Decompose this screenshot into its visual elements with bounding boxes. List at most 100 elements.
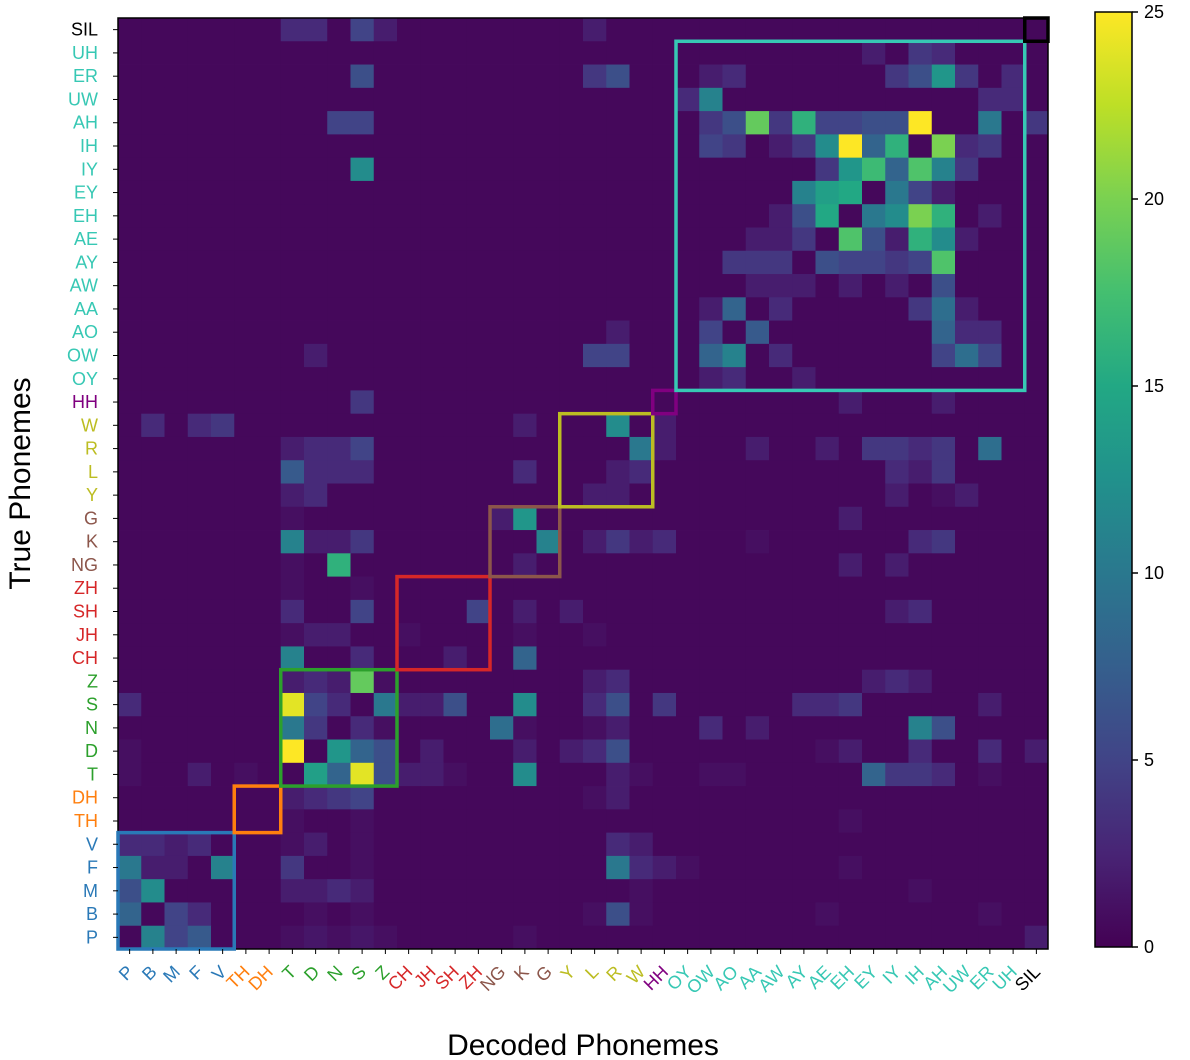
heatmap-cell-sil-sh: [443, 18, 468, 42]
heatmap-cell-jh-ey: [862, 623, 886, 647]
heatmap-cell-z-ng: [490, 669, 514, 694]
heatmap-cell-uw-dh: [257, 87, 282, 112]
heatmap-cell-ao-z: [373, 320, 398, 345]
heatmap-cell-g-th: [234, 506, 258, 531]
y-tick-label-zh: ZH: [74, 578, 98, 598]
heatmap-cell-ae-v: [211, 227, 235, 252]
heatmap-cell-r-m: [164, 436, 189, 461]
heatmap-cell-uw-w: [629, 87, 654, 112]
heatmap-cell-t-d: [304, 762, 328, 787]
heatmap-cell-th-r: [606, 809, 630, 834]
heatmap-cell-ao-ay: [792, 320, 816, 345]
heatmap-cell-d-aw: [769, 739, 793, 764]
heatmap-cell-ay-dh: [257, 250, 282, 275]
group-box-oy: [674, 39, 1027, 393]
heatmap-cell-b-y: [559, 902, 584, 927]
heatmap-cell-ow-f: [187, 343, 212, 368]
heatmap-cell-ih-k: [513, 134, 537, 159]
heatmap-cell-y-sh: [443, 483, 468, 508]
heatmap-cell-ih-sil: [1024, 134, 1049, 159]
heatmap-cell-m-ae: [815, 879, 840, 903]
heatmap-cell-g-ah: [931, 506, 956, 531]
heatmap-cell-b-g: [536, 902, 561, 927]
heatmap-cell-k-oy: [676, 530, 700, 554]
heatmap-cell-aa-p: [118, 297, 142, 321]
heatmap-cell-ow-hh: [652, 343, 677, 368]
heatmap-cell-g-zh: [466, 506, 491, 531]
heatmap-cell-ao-uw: [955, 320, 979, 345]
heatmap-cell-m-ah: [931, 879, 956, 903]
heatmap-cell-w-ao: [722, 413, 747, 438]
group-boxes: [116, 16, 1050, 951]
heatmap-cell-z-v: [211, 669, 235, 694]
heatmap-cell-sh-ae: [815, 599, 840, 624]
heatmap-cell-aa-uh: [1001, 297, 1026, 321]
heatmap-cell-aw-ng: [490, 274, 514, 298]
heatmap-cell-d-jh: [420, 739, 444, 764]
heatmap-cell-ay-uh: [1001, 250, 1026, 275]
heatmap-cell-sh-ay: [792, 599, 816, 624]
heatmap-cell-v-ay: [792, 832, 816, 857]
heatmap-cell-iy-t: [280, 157, 305, 182]
heatmap-cell-oy-p: [118, 367, 142, 391]
heatmap-cell-aw-r: [606, 274, 630, 298]
heatmap-cell-ey-ih: [908, 180, 933, 205]
heatmap-cell-er-sil: [1024, 64, 1049, 89]
heatmap-cell-iy-b: [141, 157, 165, 182]
heatmap-cell-aa-aw: [769, 297, 793, 321]
heatmap-cell-dh-g: [536, 786, 561, 810]
heatmap-cell-r-b: [141, 436, 165, 461]
heatmap-cell-z-ae: [815, 669, 840, 694]
heatmap-cell-ch-ae: [815, 646, 840, 671]
heatmap-cell-s-th: [234, 692, 258, 717]
heatmap-cell-aw-eh: [838, 274, 863, 298]
heatmap-cell-g-ch: [397, 506, 421, 531]
heatmap-cell-aa-aa: [745, 297, 770, 321]
heatmap-cell-w-v: [211, 413, 235, 438]
heatmap-cell-v-zh: [466, 832, 491, 857]
heatmap-cell-ey-l: [583, 180, 607, 205]
heatmap-cell-eh-ey: [862, 204, 886, 228]
heatmap-cell-ae-n: [327, 227, 351, 252]
heatmap-cell-s-g: [536, 692, 561, 717]
heatmap-cell-n-uw: [955, 716, 979, 740]
heatmap-cell-hh-f: [187, 390, 212, 415]
heatmap-cell-th-n: [327, 809, 351, 834]
heatmap-cell-b-d: [304, 902, 328, 927]
heatmap-cell-d-ay: [792, 739, 816, 764]
heatmap-cell-sil-n: [327, 18, 351, 42]
heatmap-cell-uw-ng: [490, 87, 514, 112]
heatmap-cell-l-v: [211, 460, 235, 484]
heatmap-cell-f-eh: [838, 855, 863, 880]
heatmap-cell-zh-s: [350, 576, 375, 601]
heatmap-cell-ng-ih: [908, 553, 933, 577]
heatmap-cell-uh-ih: [908, 41, 933, 65]
heatmap-cell-r-jh: [420, 436, 444, 461]
heatmap-cell-ng-ng: [490, 553, 514, 577]
heatmap-cell-f-aa: [745, 855, 770, 880]
y-tick-label-ch: CH: [72, 648, 98, 668]
heatmap-cell-ay-ey: [862, 250, 886, 275]
heatmap-cell-r-aa: [745, 436, 770, 461]
heatmap-cell-iy-ay: [792, 157, 816, 182]
heatmap-cell-ng-ey: [862, 553, 886, 577]
heatmap-cell-ch-d: [304, 646, 328, 671]
heatmap-cell-r-aw: [769, 436, 793, 461]
heatmap-cell-b-uh: [1001, 902, 1026, 927]
heatmap-cell-uh-w: [629, 41, 654, 65]
heatmap-cell-d-t: [280, 739, 305, 764]
heatmap-cell-ng-er: [978, 553, 1002, 577]
heatmap-cell-ih-ih: [908, 134, 933, 159]
heatmap-cell-z-g: [536, 669, 561, 694]
heatmap-cell-aa-dh: [257, 297, 282, 321]
heatmap-cell-zh-ow: [699, 576, 723, 601]
heatmap-cell-n-ae: [815, 716, 840, 740]
heatmap-cell-th-dh: [257, 809, 282, 834]
heatmap-cell-p-v: [211, 925, 235, 950]
heatmap-cell-m-ng: [490, 879, 514, 903]
heatmap-cell-ey-er: [978, 180, 1002, 205]
y-tick-label-l: L: [88, 462, 98, 482]
heatmap-cell-y-ae: [815, 483, 840, 508]
heatmap-cell-eh-ae: [815, 204, 840, 228]
heatmap-cell-ah-ch: [397, 111, 421, 135]
